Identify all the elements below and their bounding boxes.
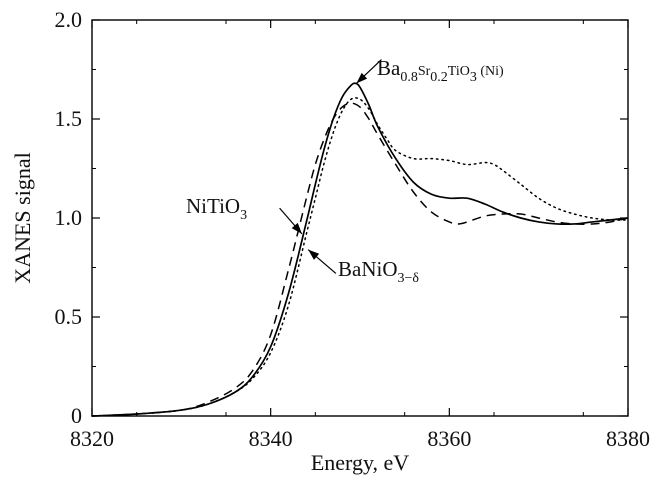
x-tick-label: 8320 xyxy=(70,426,114,451)
annotation-layer: Ba0.8Sr0.2TiO3 (Ni) NiTiO3 BaNiO3−δ xyxy=(186,56,504,286)
annotation-arrow-batio3 xyxy=(356,59,382,84)
series-layer xyxy=(91,82,629,417)
y-tick-label: 1.5 xyxy=(55,106,83,131)
y-axis-label: XANES signal xyxy=(10,152,35,283)
y-tick-label: 2.0 xyxy=(55,7,83,32)
x-tick-label: 8380 xyxy=(606,426,650,451)
series-line-2 xyxy=(91,97,629,417)
x-tick-label: 8340 xyxy=(249,426,293,451)
annotation-label-banio3: BaNiO3−δ xyxy=(338,257,419,286)
y-tick-label: 0.5 xyxy=(55,304,83,329)
y-tick-label: 0 xyxy=(71,403,82,428)
annotation-label-nitio3: NiTiO3 xyxy=(186,194,247,223)
ticks-layer: 8320 8340 8360 8380 0 0.5 1.0 1.5 2.0 xyxy=(55,7,651,451)
x-axis-label: Energy, eV xyxy=(311,450,409,475)
series-line-0 xyxy=(91,82,629,417)
annotation-arrow-banio3 xyxy=(307,249,337,274)
annotation-arrow-nitio3 xyxy=(279,207,303,235)
series-line-1 xyxy=(91,102,629,417)
x-tick-label: 8360 xyxy=(427,426,471,451)
annotation-label-batio3: Ba0.8Sr0.2TiO3 (Ni) xyxy=(377,56,504,85)
y-tick-label: 1.0 xyxy=(55,205,83,230)
